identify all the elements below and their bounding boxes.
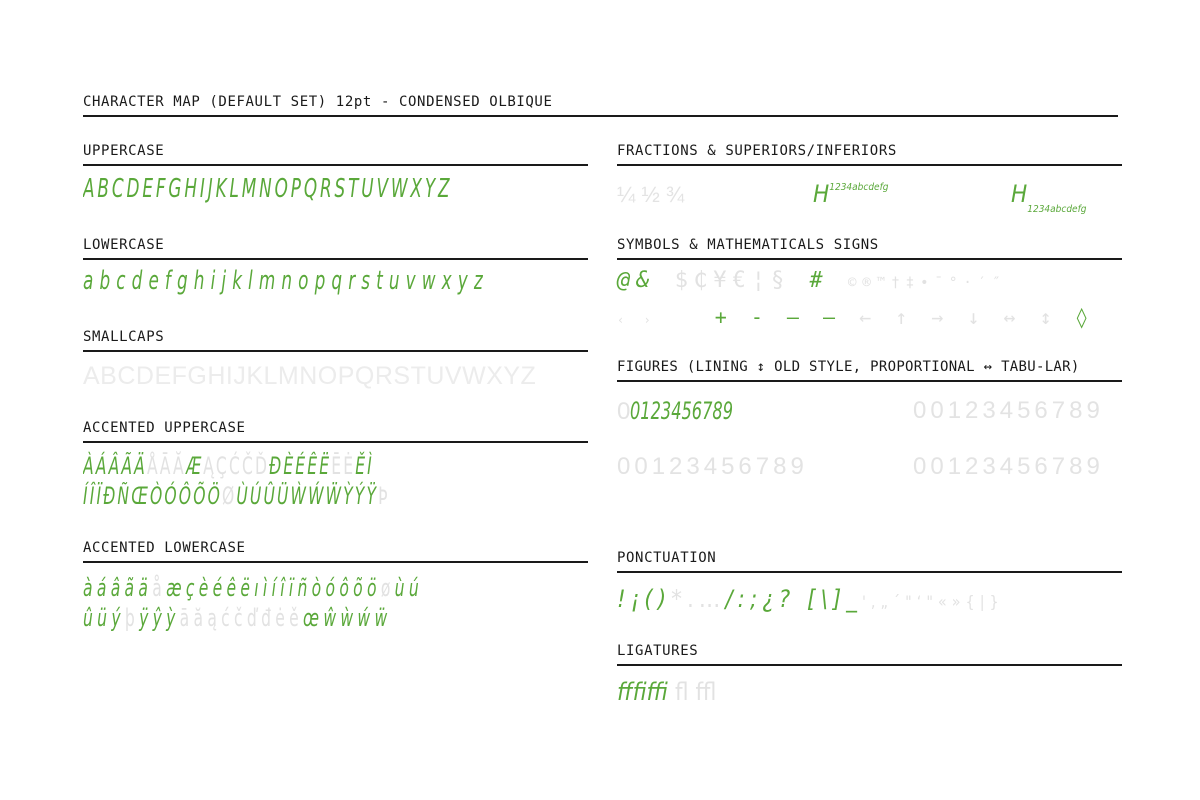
glyphs-supported: !¡() — [617, 585, 672, 613]
figure-glyph-unsupported: 0 — [617, 398, 631, 425]
glyphs-supported: œŵẁẃẅ — [303, 604, 392, 632]
glyphs-unsupported: ĒĖ — [331, 452, 356, 480]
glyphs-unsupported: ©®™†‡•¯°·′″ — [847, 275, 1007, 291]
glyphs-unsupported: ÅĀĂ — [146, 452, 186, 480]
section-figures: FIGURES (LINING ↕ OLD STYLE, PROPORTIONA… — [617, 359, 1122, 502]
glyphs-unsupported: å — [152, 574, 167, 602]
glyphs-supported: ÙÚÛÜẀẂẄỲÝŸ — [236, 482, 379, 510]
accented-uppercase-heading: ACCENTED UPPERCASE — [83, 420, 588, 443]
glyphs-supported: ûüý — [83, 604, 125, 632]
glyphs-supported: /:;¿? — [725, 585, 796, 613]
superior-text: 1234abcdefg — [829, 182, 889, 193]
superior-demo: H1234abcdefg — [813, 180, 888, 208]
glyphs-supported: [\]_ — [807, 585, 862, 613]
accented-lowercase-line-2: ûüýþÿŷỳāăąćčďđėěœŵẁẃẅ — [83, 603, 587, 633]
superior-base: H — [813, 180, 830, 208]
glyphs-supported: @& — [617, 268, 656, 293]
inferior-text: 1234abcdefg — [1027, 204, 1087, 215]
glyphs-supported: ﬀﬁﬃ — [617, 678, 669, 706]
figures-supported: 0123456789 — [630, 397, 734, 425]
punctuation-heading: PONCTUATION — [617, 550, 1122, 573]
glyphs-supported: ÀÁÂÃÄ — [83, 452, 147, 480]
glyphs-unsupported: Ø — [221, 482, 237, 510]
glyphs-unsupported: ',„´"‘"«»{|} — [861, 592, 1004, 611]
glyphs-supported: ◊ — [1075, 305, 1094, 329]
page-title: CHARACTER MAP (DEFAULT SET) 12pt - CONDE… — [83, 94, 1118, 117]
glyphs-unsupported: *.… — [671, 585, 726, 613]
glyphs-unsupported: ‹ › — [617, 313, 657, 327]
accented-lowercase-heading: ACCENTED LOWERCASE — [83, 540, 588, 563]
section-uppercase: UPPERCASE ABCDEFGHIJKLMNOPQRSTUVWXYZ — [83, 143, 588, 214]
glyphs-unsupported: Þ — [378, 482, 390, 510]
uppercase-heading: UPPERCASE — [83, 143, 588, 166]
section-punctuation: PONCTUATION !¡()*.…/:;¿? [\]_',„´"‘"«»{|… — [617, 550, 1122, 613]
glyphs-supported: ÿŷỳ — [139, 604, 180, 632]
section-fractions: FRACTIONS & SUPERIORS/INFERIORS ¼ ½ ¾ H1… — [617, 143, 1122, 226]
lowercase-heading: LOWERCASE — [83, 237, 588, 260]
symbols-line-1: @& $₵¥€¦§ # ©®™†‡•¯°·′″ — [617, 264, 1122, 300]
section-ligatures: LIGATURES ﬀﬁﬃ ﬂ ﬄ — [617, 643, 1122, 706]
glyphs-supported: àáâãä — [83, 574, 153, 602]
figures-row-2-left: 00123456789 — [617, 453, 808, 480]
glyphs-supported: æçèéêëıìíîïñòóôõö — [166, 574, 381, 602]
section-lowercase: LOWERCASE abcdefghijklmnopqrstuvwxyz — [83, 237, 588, 302]
glyphs-unsupported: āăąćčďđėě — [179, 604, 304, 632]
glyphs-unsupported: ← ↑ → ↓ ↔ ↕ — [859, 305, 1058, 329]
glyphs-supported: ùú — [394, 574, 424, 602]
section-accented-lowercase: ACCENTED LOWERCASE àáâãäåæçèéêëıìíîïñòóô… — [83, 540, 588, 633]
glyphs-unsupported: þ — [124, 604, 140, 632]
figures-heading: FIGURES (LINING ↕ OLD STYLE, PROPORTIONA… — [617, 359, 1122, 382]
symbols-line-2: ‹ › + - – — ← ↑ → ↓ ↔ ↕ ◊ — [617, 300, 1122, 337]
inferior-base: H — [1011, 180, 1028, 208]
ligature-glyphs: ﬀﬁﬃ ﬂ ﬄ — [617, 678, 1122, 706]
section-symbols: SYMBOLS & MATHEMATICALS SIGNS @& $₵¥€¦§ … — [617, 237, 1122, 337]
glyphs-supported: + - – — — [714, 305, 842, 329]
accented-lowercase-line-1: àáâãäåæçèéêëıìíîïñòóôõöøùú — [83, 573, 587, 603]
section-smallcaps: SMALLCAPS ABCDEFGHIJKLMNOPQRSTUVWXYZ — [83, 329, 588, 394]
figures-row-1-left: 00123456789 — [617, 396, 768, 427]
lowercase-glyphs: abcdefghijklmnopqrstuvwxyz — [83, 266, 489, 296]
glyphs-unsupported: ﬂ ﬄ — [674, 678, 717, 706]
smallcaps-glyphs: ABCDEFGHIJKLMNOPQRSTUVWXYZ — [83, 362, 537, 390]
accented-uppercase-line-1: ÀÁÂÃÄÅĀĂÆĄÇĆČĎĐÈÉÊËĒĖĚÌ — [83, 451, 587, 481]
glyphs-unsupported: ĄÇĆČĎ — [203, 452, 270, 480]
symbols-heading: SYMBOLS & MATHEMATICALS SIGNS — [617, 237, 1122, 260]
figures-row-2-right: 00123456789 — [913, 453, 1104, 480]
fraction-glyphs: ¼ ½ ¾ — [617, 182, 685, 207]
figures-row-1-right: 00123456789 — [913, 397, 1104, 424]
glyphs-supported: ĚÌ — [355, 452, 374, 480]
glyphs-supported: Æ — [185, 452, 204, 480]
accented-uppercase-line-2: ÍÎÏÐÑŒÒÓÔÕÖØÙÚÛÜẀẂẄỲÝŸÞ — [83, 481, 587, 511]
glyphs-supported: # — [809, 268, 829, 293]
fractions-heading: FRACTIONS & SUPERIORS/INFERIORS — [617, 143, 1122, 166]
ligatures-heading: LIGATURES — [617, 643, 1122, 666]
glyphs-supported: ÍÎÏÐÑŒÒÓÔÕÖ — [83, 482, 222, 510]
punctuation-glyphs: !¡()*.…/:;¿? [\]_',„´"‘"«»{|} — [617, 585, 1122, 613]
glyphs-unsupported: $₵¥€¦§ — [674, 268, 791, 293]
uppercase-glyphs: ABCDEFGHIJKLMNOPQRSTUVWXYZ — [83, 174, 453, 204]
glyphs-supported: ĐÈÉÊË — [269, 452, 332, 480]
glyphs-unsupported: ø — [380, 574, 395, 602]
inferior-demo: H1234abcdefg — [1011, 180, 1086, 215]
section-accented-uppercase: ACCENTED UPPERCASE ÀÁÂÃÄÅĀĂÆĄÇĆČĎĐÈÉÊËĒĖ… — [83, 420, 588, 511]
smallcaps-heading: SMALLCAPS — [83, 329, 588, 352]
